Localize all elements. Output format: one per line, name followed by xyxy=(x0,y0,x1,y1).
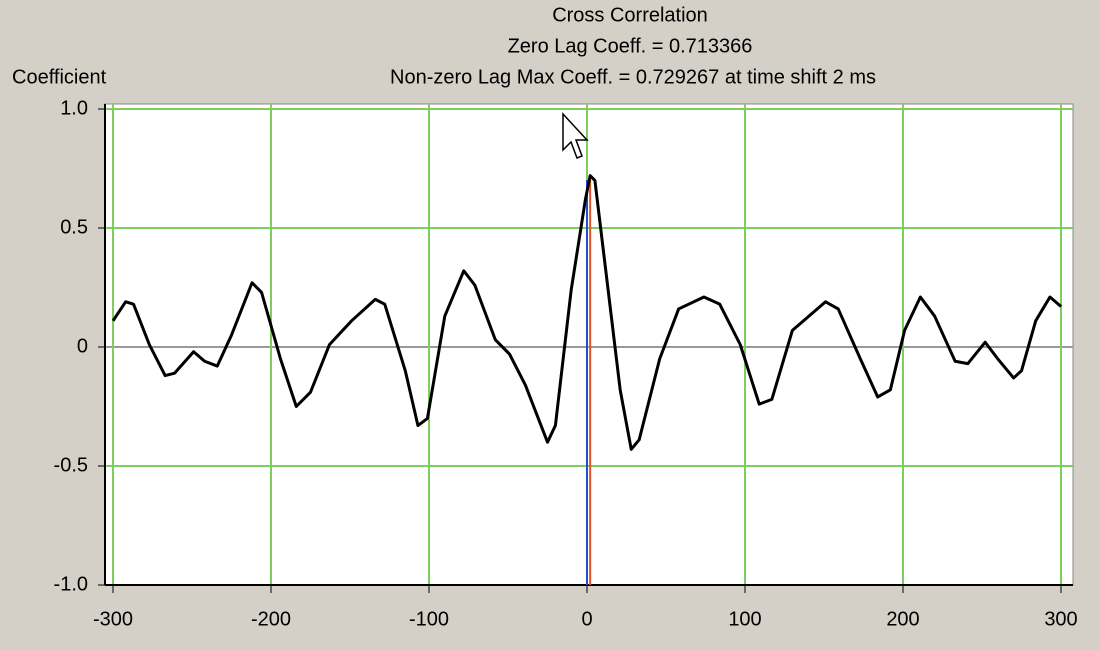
y-tick-label: 1.0 xyxy=(60,97,88,119)
x-tick-label: 100 xyxy=(728,608,761,630)
x-tick-label: 0 xyxy=(581,608,592,630)
y-tick-label: 0 xyxy=(77,335,88,357)
x-tick-label: -100 xyxy=(409,608,449,630)
y-tick-label: -1.0 xyxy=(54,573,88,595)
y-tick-label: 0.5 xyxy=(60,216,88,238)
x-tick-label: 200 xyxy=(886,608,919,630)
chart-title: Cross Correlation xyxy=(552,4,708,26)
x-tick-label: -200 xyxy=(251,608,291,630)
chart-subtitle: Non-zero Lag Max Coeff. = 0.729267 at ti… xyxy=(390,66,876,88)
y-axis-label: Coefficient xyxy=(12,66,107,88)
chart-subtitle: Zero Lag Coeff. = 0.713366 xyxy=(508,35,753,57)
y-tick-label: -0.5 xyxy=(54,454,88,476)
correlation-line xyxy=(111,174,1062,451)
mouse-cursor xyxy=(562,112,589,159)
x-tick-label: -300 xyxy=(93,608,133,630)
x-tick-label: 300 xyxy=(1044,608,1077,630)
